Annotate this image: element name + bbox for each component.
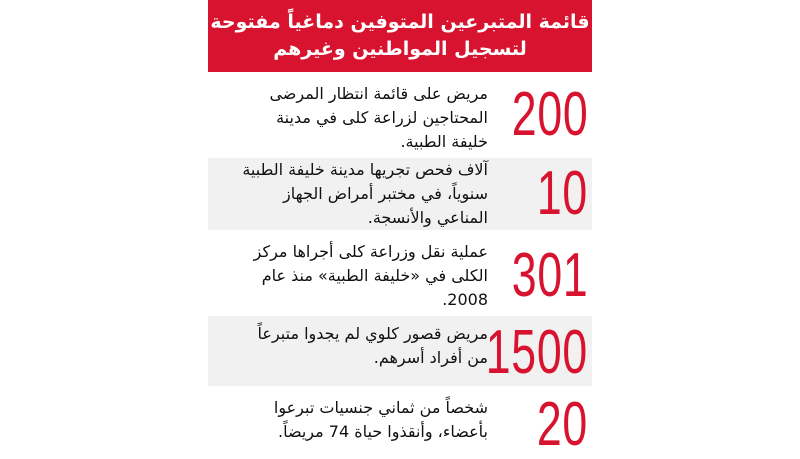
stat-line: المناعي والأنسجة. xyxy=(367,208,488,227)
stat-number: 1500 xyxy=(485,318,588,387)
infographic-header: قائمة المتبرعين المتوفين دماغياً مفتوحة … xyxy=(208,0,592,72)
stat-description: عملية نقل وزراعة كلى أجراها مركز الكلى ف… xyxy=(218,240,488,312)
stat-line: شخصاً من ثماني جنسيات تبرعوا xyxy=(273,398,488,417)
stat-line: من أفراد أسرهم. xyxy=(373,348,488,367)
stat-line: المحتاجين لزراعة كلى في مدينة xyxy=(276,108,488,127)
stat-line: آلاف فحص تجريها مدينة خليفة الطبية xyxy=(242,160,488,179)
stat-line: مريض على قائمة انتظار المرضى xyxy=(269,84,488,103)
stat-line: الكلى في «خليفة الطبية» منذ عام xyxy=(261,266,488,285)
infographic-panel: قائمة المتبرعين المتوفين دماغياً مفتوحة … xyxy=(208,0,592,456)
stat-line: سنوياً، في مختبر أمراض الجهاز xyxy=(283,184,488,203)
stat-row: مريض قصور كلوي لم يجدوا متبرعاً من أفراد… xyxy=(208,316,592,386)
stat-description: شخصاً من ثماني جنسيات تبرعوا بأعضاء، وأن… xyxy=(218,396,488,444)
stat-row: شخصاً من ثماني جنسيات تبرعوا بأعضاء، وأن… xyxy=(208,386,592,456)
stat-description: مريض قصور كلوي لم يجدوا متبرعاً من أفراد… xyxy=(218,322,488,370)
stat-description: مريض على قائمة انتظار المرضى المحتاجين ل… xyxy=(218,82,488,154)
header-line-1: قائمة المتبرعين المتوفين دماغياً مفتوحة xyxy=(210,11,590,33)
stat-row: مريض على قائمة انتظار المرضى المحتاجين ل… xyxy=(208,72,592,158)
stat-number: 301 xyxy=(511,241,588,310)
stat-line: 2008. xyxy=(442,290,488,309)
stat-number: 200 xyxy=(511,80,588,149)
stat-description: آلاف فحص تجريها مدينة خليفة الطبية سنويا… xyxy=(218,158,488,230)
stat-number: 10 xyxy=(536,159,588,228)
stat-number: 20 xyxy=(536,390,588,459)
stat-row: آلاف فحص تجريها مدينة خليفة الطبية سنويا… xyxy=(208,158,592,230)
stat-line: عملية نقل وزراعة كلى أجراها مركز xyxy=(253,242,488,261)
stat-line: بأعضاء، وأنقذوا حياة 74 مريضاً. xyxy=(278,422,488,441)
header-line-2: لتسجيل المواطنين وغيرهم xyxy=(273,38,527,60)
stat-line: خليفة الطبية. xyxy=(400,132,488,151)
stat-line: مريض قصور كلوي لم يجدوا متبرعاً xyxy=(257,324,488,343)
stat-row: عملية نقل وزراعة كلى أجراها مركز الكلى ف… xyxy=(208,230,592,316)
